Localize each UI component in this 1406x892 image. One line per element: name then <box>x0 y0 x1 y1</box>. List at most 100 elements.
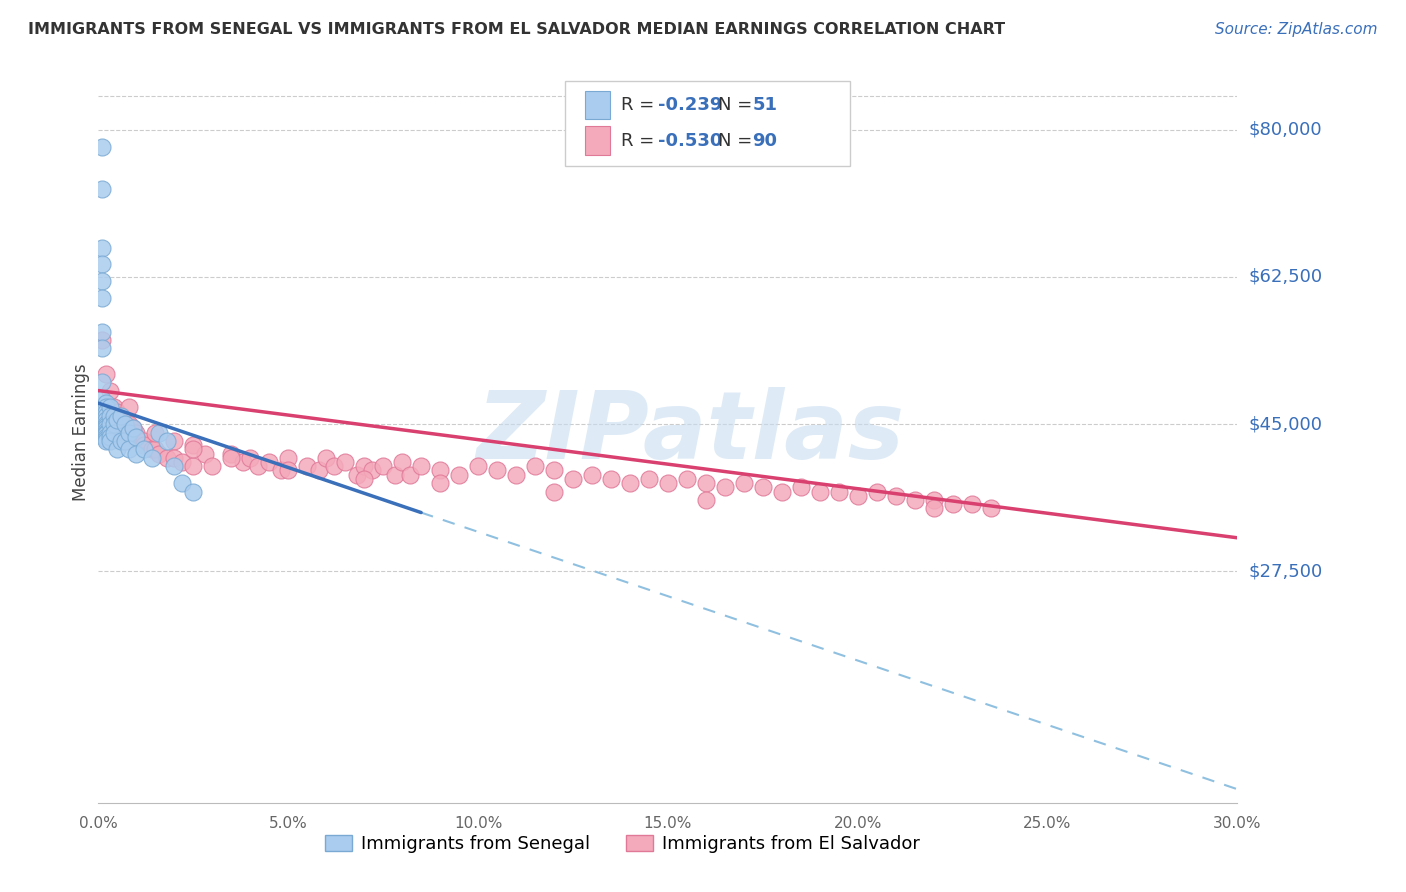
Point <box>91 325 114 339</box>
Text: N =: N = <box>718 131 758 150</box>
Point <box>922 501 945 516</box>
Text: R =: R = <box>621 95 661 114</box>
Point <box>91 274 114 288</box>
Point <box>98 409 121 423</box>
Point <box>411 459 433 474</box>
Point <box>308 463 330 477</box>
Point <box>183 438 205 452</box>
Point <box>657 476 679 491</box>
Point <box>91 181 114 195</box>
Point <box>94 427 117 442</box>
Point <box>619 476 641 491</box>
Point <box>467 459 489 474</box>
Point <box>118 442 141 457</box>
Point <box>125 430 148 444</box>
Point <box>170 476 193 491</box>
Point <box>695 476 717 491</box>
Point <box>94 413 117 427</box>
Point <box>770 484 793 499</box>
Point <box>91 392 114 406</box>
Point <box>94 430 117 444</box>
Point <box>384 467 406 482</box>
Point <box>391 455 413 469</box>
Point <box>103 417 125 432</box>
Text: -0.239: -0.239 <box>658 95 721 114</box>
Point <box>156 450 179 465</box>
Point <box>91 342 114 356</box>
Point <box>107 404 129 418</box>
Text: $45,000: $45,000 <box>1249 415 1323 434</box>
Point <box>183 442 205 457</box>
Point <box>371 459 394 474</box>
Point <box>103 417 125 432</box>
Point <box>239 450 262 465</box>
Point <box>98 425 121 440</box>
Point <box>98 434 121 448</box>
Point <box>121 421 143 435</box>
Point <box>125 447 148 461</box>
Point <box>114 413 136 427</box>
Point <box>398 467 420 482</box>
Point <box>91 257 114 271</box>
Point <box>942 497 965 511</box>
Point <box>170 455 193 469</box>
Point <box>846 489 869 503</box>
Point <box>790 480 813 494</box>
Point <box>221 450 243 465</box>
Point <box>141 442 163 457</box>
Point <box>201 459 224 474</box>
Bar <box>585 91 610 119</box>
Point <box>752 480 775 494</box>
Point <box>107 442 129 457</box>
Point <box>148 425 170 440</box>
Point <box>429 476 451 491</box>
Point <box>118 434 141 448</box>
Point <box>524 459 547 474</box>
Text: ZIPatlas: ZIPatlas <box>477 386 904 479</box>
Point <box>132 438 155 452</box>
Point <box>543 463 565 477</box>
Point <box>94 421 117 435</box>
Point <box>98 401 121 415</box>
Point <box>110 409 132 423</box>
Point <box>91 375 114 389</box>
Point <box>94 367 117 381</box>
Point <box>246 459 269 474</box>
Point <box>676 472 699 486</box>
FancyBboxPatch shape <box>565 81 851 166</box>
Point <box>94 418 117 433</box>
Point <box>94 409 117 423</box>
Text: Source: ZipAtlas.com: Source: ZipAtlas.com <box>1215 22 1378 37</box>
Y-axis label: Median Earnings: Median Earnings <box>72 364 90 501</box>
Point <box>98 417 121 432</box>
Point <box>505 467 527 482</box>
Point <box>259 455 281 469</box>
Point <box>733 476 755 491</box>
Point <box>91 240 114 255</box>
Point <box>110 409 132 423</box>
Point <box>163 434 186 448</box>
Point <box>866 484 889 499</box>
Point <box>145 425 167 440</box>
Text: $27,500: $27,500 <box>1249 563 1323 581</box>
Point <box>581 467 603 482</box>
Point <box>346 467 368 482</box>
Point <box>107 413 129 427</box>
Point <box>110 434 132 448</box>
Text: 90: 90 <box>752 131 778 150</box>
Point <box>103 409 125 423</box>
Point <box>270 463 292 477</box>
Point <box>114 430 136 444</box>
Point <box>114 434 136 448</box>
Point <box>335 455 357 469</box>
Point <box>353 459 375 474</box>
Point <box>449 467 471 482</box>
Point <box>322 459 344 474</box>
Point <box>94 401 117 415</box>
Point <box>808 484 831 499</box>
Point <box>979 501 1001 516</box>
Point <box>103 401 125 415</box>
Point <box>183 484 205 499</box>
Point <box>922 492 945 507</box>
Point <box>562 472 585 486</box>
